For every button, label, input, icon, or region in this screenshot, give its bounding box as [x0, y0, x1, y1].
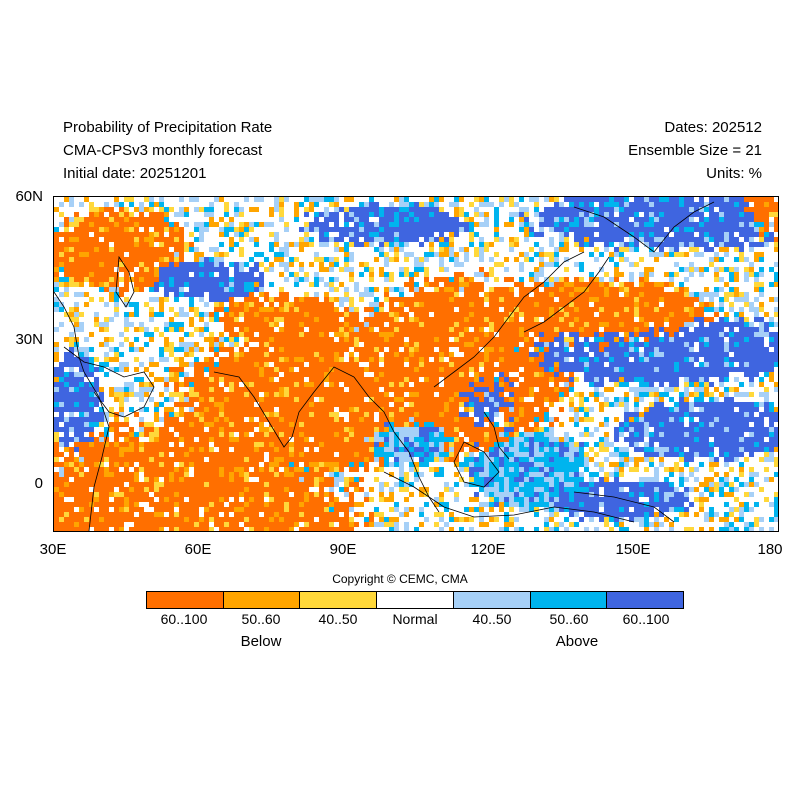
y-tick-60n: 60N — [15, 188, 43, 205]
x-tick-120e: 120E — [470, 541, 506, 558]
coastline-newguinea — [573, 491, 675, 523]
coastline-siberia — [573, 201, 715, 253]
header-left: Probability of Precipitation Rate CMA-CP… — [63, 116, 272, 185]
colorbar-label-below-high: 60..100 — [160, 611, 208, 627]
coastline-philippines — [483, 411, 510, 460]
initial-date: Initial date: 20251201 — [63, 165, 207, 182]
colorbar-seg-below-low — [300, 592, 378, 608]
coastline-africa-east — [54, 291, 110, 531]
coastline-india — [213, 366, 355, 448]
colorbar-label-normal: Normal — [392, 611, 438, 627]
below-group-label: Below — [240, 633, 282, 650]
map-title: Probability of Precipitation Rate — [63, 119, 273, 136]
colorbar-seg-below-high — [147, 592, 224, 608]
x-tick-30e: 30E — [39, 541, 67, 558]
colorbar-seg-below-mid — [223, 592, 301, 608]
forecast-dates: Dates: 202512 — [664, 119, 762, 136]
colorbar-seg-above-high — [607, 592, 684, 608]
model-subtitle: CMA-CPSv3 monthly forecast — [63, 142, 263, 159]
colorbar-seg-above-low — [453, 592, 531, 608]
colorbar-seg-above-mid — [530, 592, 608, 608]
coastline-caspian — [115, 255, 135, 308]
probability-map — [53, 196, 779, 532]
copyright-notice: Copyright © CEMC, CMA — [332, 572, 468, 586]
y-tick-30n: 30N — [15, 331, 43, 348]
x-tick-180: 180 — [757, 541, 783, 558]
ensemble-size: Ensemble Size = 21 — [628, 142, 762, 159]
coastline-indonesia — [383, 471, 635, 523]
colorbar-label-above-mid: 50..60 — [549, 611, 589, 627]
coastline-arabia — [63, 346, 155, 418]
above-group-label: Above — [555, 633, 599, 650]
x-tick-90e: 90E — [329, 541, 357, 558]
header-right: Dates: 202512 Ensemble Size = 21 Units: … — [628, 116, 762, 185]
colorbar-label-above-low: 40..50 — [472, 611, 512, 627]
x-tick-60e: 60E — [184, 541, 212, 558]
colorbar-label-below-low: 40..50 — [318, 611, 358, 627]
units-label: Units: % — [706, 165, 762, 182]
coastline-china — [433, 251, 585, 388]
map-canvas — [54, 197, 778, 531]
coastline-japan — [523, 256, 610, 333]
colorbar-label-above-high: 60..100 — [622, 611, 670, 627]
colorbar-seg-normal — [377, 592, 454, 608]
probability-cells — [54, 197, 778, 531]
coastlines — [54, 201, 715, 531]
y-tick-0: 0 — [34, 475, 43, 492]
coastline-indochina — [353, 376, 440, 513]
colorbar — [146, 591, 684, 609]
colorbar-label-below-mid: 50..60 — [241, 611, 281, 627]
coastline-borneo — [453, 441, 500, 488]
x-tick-150e: 150E — [615, 541, 651, 558]
